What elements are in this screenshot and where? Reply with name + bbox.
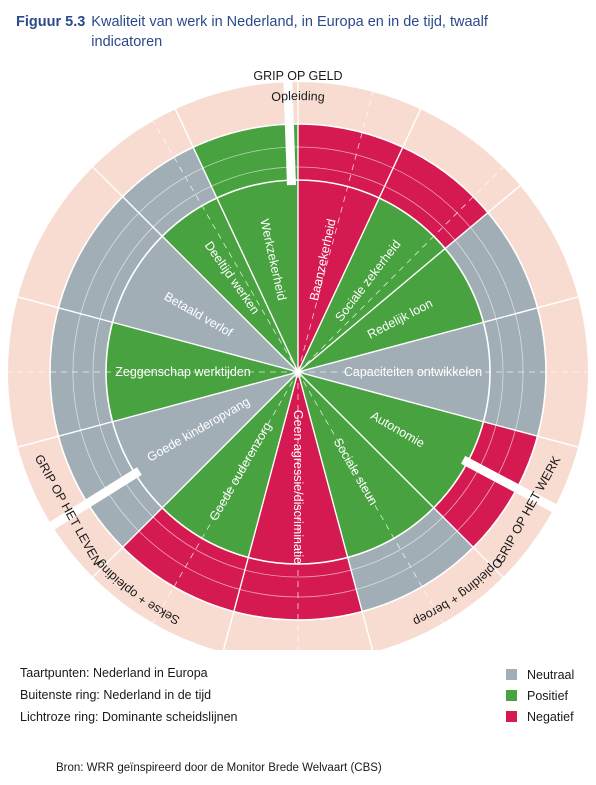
outer-segment — [193, 124, 298, 198]
inner-segment — [298, 180, 380, 372]
outer-segment — [433, 421, 538, 548]
inner-segment — [298, 248, 484, 372]
segment-divider — [92, 371, 299, 578]
segment-label: Capaciteiten ontwikkelen — [344, 365, 482, 379]
outer-segment — [50, 307, 113, 437]
inner-segment — [162, 372, 298, 558]
inner-segment — [112, 372, 299, 508]
figure-title-text: Kwaliteit van werk in Nederland, in Euro… — [91, 14, 488, 50]
segment-divider — [297, 371, 504, 578]
segment-divider — [92, 166, 299, 373]
dashed-guide — [152, 371, 299, 624]
legend-swatch-neutral — [506, 669, 517, 680]
legend-item-negative: Negatief — [506, 706, 574, 727]
source-note: Bron: WRR geïnspireerd door de Monitor B… — [56, 762, 382, 774]
outer-segment — [298, 124, 403, 198]
figure-number: Figuur 5.3 — [16, 14, 86, 30]
dashed-guide — [152, 120, 299, 373]
outer-segment — [445, 212, 538, 323]
segment-divider — [17, 296, 299, 373]
segment-divider — [297, 371, 374, 650]
segment-divider — [17, 371, 299, 448]
segment-divider — [297, 185, 521, 373]
segment-divider — [297, 108, 422, 373]
notes: Taartpunten: Nederland in Europa Buitens… — [20, 662, 237, 728]
legend-label-neutral: Neutraal — [527, 667, 575, 682]
outer-segment — [379, 147, 488, 249]
note-pie-slices: Taartpunten: Nederland in Europa — [20, 666, 208, 680]
legend: Neutraal Positief Negatief — [506, 664, 574, 727]
inner-segment — [106, 322, 299, 422]
dashed-guide — [297, 166, 504, 373]
legend-swatch-positive — [506, 690, 517, 701]
inner-segment — [162, 197, 298, 372]
segment-divider — [222, 371, 299, 650]
legend-item-neutral: Neutraal — [506, 664, 574, 685]
inner-segment — [298, 372, 434, 558]
dashed-guide — [297, 371, 444, 624]
dimension-divider — [283, 78, 296, 186]
segment-divider — [297, 371, 579, 448]
dashed-guide — [297, 91, 374, 373]
inner-segment — [248, 372, 348, 564]
outer-segment — [483, 307, 546, 437]
outer-segment — [347, 507, 474, 612]
outer-segment — [122, 507, 249, 612]
segment-divider — [297, 296, 579, 373]
outer-label: GRIP OP GELD — [253, 69, 342, 83]
dimension-divider — [460, 455, 560, 514]
segment-label: Zeggenschap werktijden — [115, 365, 251, 379]
legend-label-positive: Positief — [527, 688, 568, 703]
ring-label: Opleiding — [271, 89, 326, 104]
legend-swatch-negative — [506, 711, 517, 722]
note-light-pink-ring: Lichtroze ring: Dominante scheidslijnen — [20, 710, 238, 724]
figure-title: Figuur 5.3 Kwaliteit van werk in Nederlan… — [16, 12, 591, 52]
inner-segment — [298, 197, 446, 372]
minor-ring-line — [92, 166, 504, 578]
segment-divider — [174, 108, 299, 373]
note-outer-ring: Buitenste ring: Nederland in de tijd — [20, 688, 212, 702]
inner-segment — [216, 180, 298, 372]
legend-label-negative: Negatief — [527, 709, 574, 724]
dimension-divider — [46, 467, 142, 532]
outer-segment — [122, 147, 217, 237]
outer-segment — [58, 196, 163, 323]
inner-segment — [298, 322, 491, 422]
segment-label: Geen agressie/discriminatie — [291, 410, 305, 564]
inner-segment — [112, 236, 299, 372]
outer-segment — [233, 557, 363, 620]
inner-segment — [298, 372, 484, 508]
legend-item-positive: Positief — [506, 685, 574, 706]
